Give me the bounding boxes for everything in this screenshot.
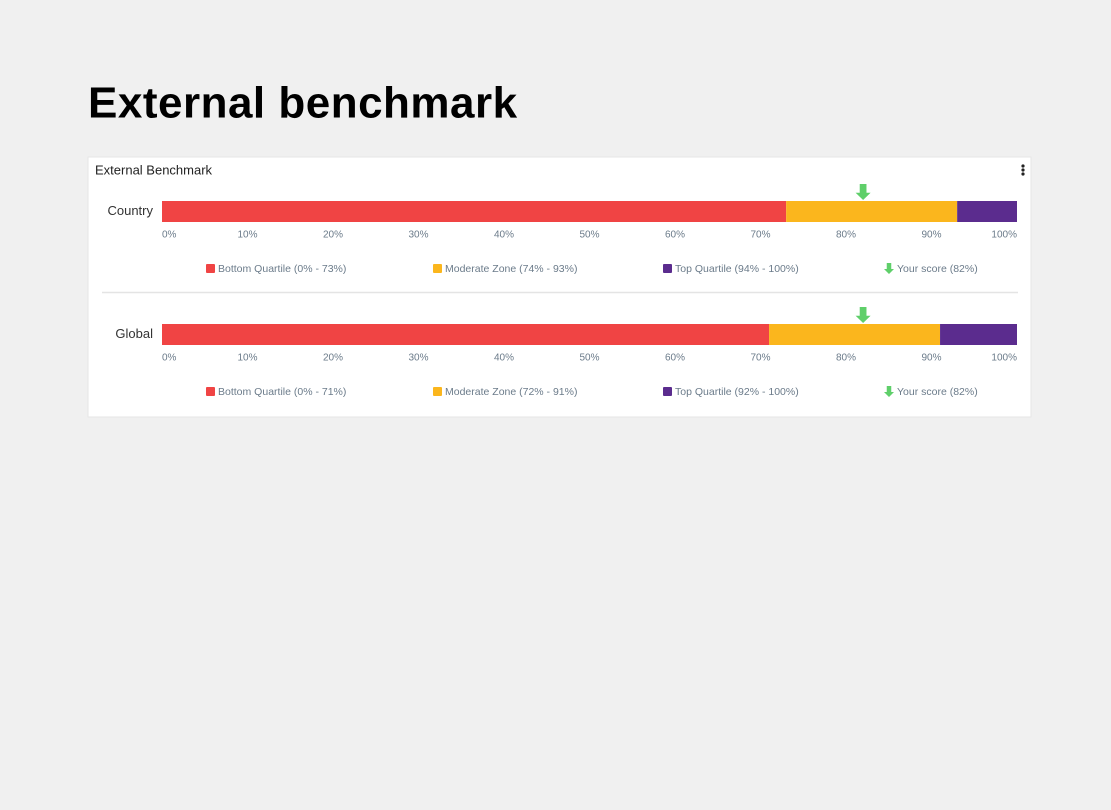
x-tick-label: 30%	[408, 353, 428, 364]
legend-swatch	[663, 264, 672, 273]
x-tick-label: 20%	[323, 230, 343, 241]
x-tick-label: 0%	[162, 230, 177, 241]
legend-swatch	[663, 387, 672, 396]
bar-segment	[162, 201, 787, 222]
x-tick-label: 50%	[579, 353, 599, 364]
x-tick-label: 90%	[921, 353, 941, 364]
score-marker	[855, 307, 871, 323]
menu-button[interactable]	[1021, 164, 1025, 176]
x-tick-label: 30%	[408, 230, 428, 241]
category-label: Country	[107, 203, 153, 218]
legend-label: Your score (82%)	[897, 263, 978, 275]
legend-swatch	[433, 387, 442, 396]
legend-swatch	[206, 387, 215, 396]
x-tick-label: 70%	[750, 353, 770, 364]
x-tick-label: 100%	[991, 353, 1017, 364]
legend-icon	[884, 263, 894, 274]
legend-icon	[884, 386, 894, 397]
legend-label: Bottom Quartile (0% - 73%)	[218, 263, 346, 275]
menu-dot	[1021, 172, 1025, 176]
menu-dot	[1021, 168, 1025, 172]
legend-label: Your score (82%)	[897, 386, 978, 398]
x-tick-label: 40%	[494, 230, 514, 241]
x-tick-label: 40%	[494, 353, 514, 364]
bar-segment	[786, 201, 958, 222]
x-tick-label: 80%	[836, 230, 856, 241]
score-marker	[855, 184, 871, 200]
legend-label: Top Quartile (92% - 100%)	[675, 386, 799, 398]
x-tick-label: 80%	[836, 353, 856, 364]
x-tick-label: 50%	[579, 230, 599, 241]
category-label: Global	[115, 326, 153, 341]
x-tick-label: 10%	[237, 230, 257, 241]
legend-label: Moderate Zone (74% - 93%)	[445, 263, 577, 275]
menu-dot	[1021, 164, 1025, 168]
x-tick-label: 60%	[665, 353, 685, 364]
legend-label: Top Quartile (94% - 100%)	[675, 263, 799, 275]
x-tick-label: 10%	[237, 353, 257, 364]
legend-swatch	[433, 264, 442, 273]
legend-swatch	[206, 264, 215, 273]
legend-label: Bottom Quartile (0% - 71%)	[218, 386, 346, 398]
page-heading: External benchmark	[88, 79, 518, 128]
x-tick-label: 90%	[921, 230, 941, 241]
bar-segment	[769, 324, 941, 345]
x-tick-label: 0%	[162, 353, 177, 364]
x-tick-label: 100%	[991, 230, 1017, 241]
bar-segment	[940, 324, 1017, 345]
bar-segment	[162, 324, 770, 345]
legend-label: Moderate Zone (72% - 91%)	[445, 386, 577, 398]
card-title: External Benchmark	[95, 162, 213, 177]
card	[87, 156, 1032, 418]
x-tick-label: 70%	[750, 230, 770, 241]
bar-segment	[957, 201, 1017, 222]
x-tick-label: 60%	[665, 230, 685, 241]
x-tick-label: 20%	[323, 353, 343, 364]
